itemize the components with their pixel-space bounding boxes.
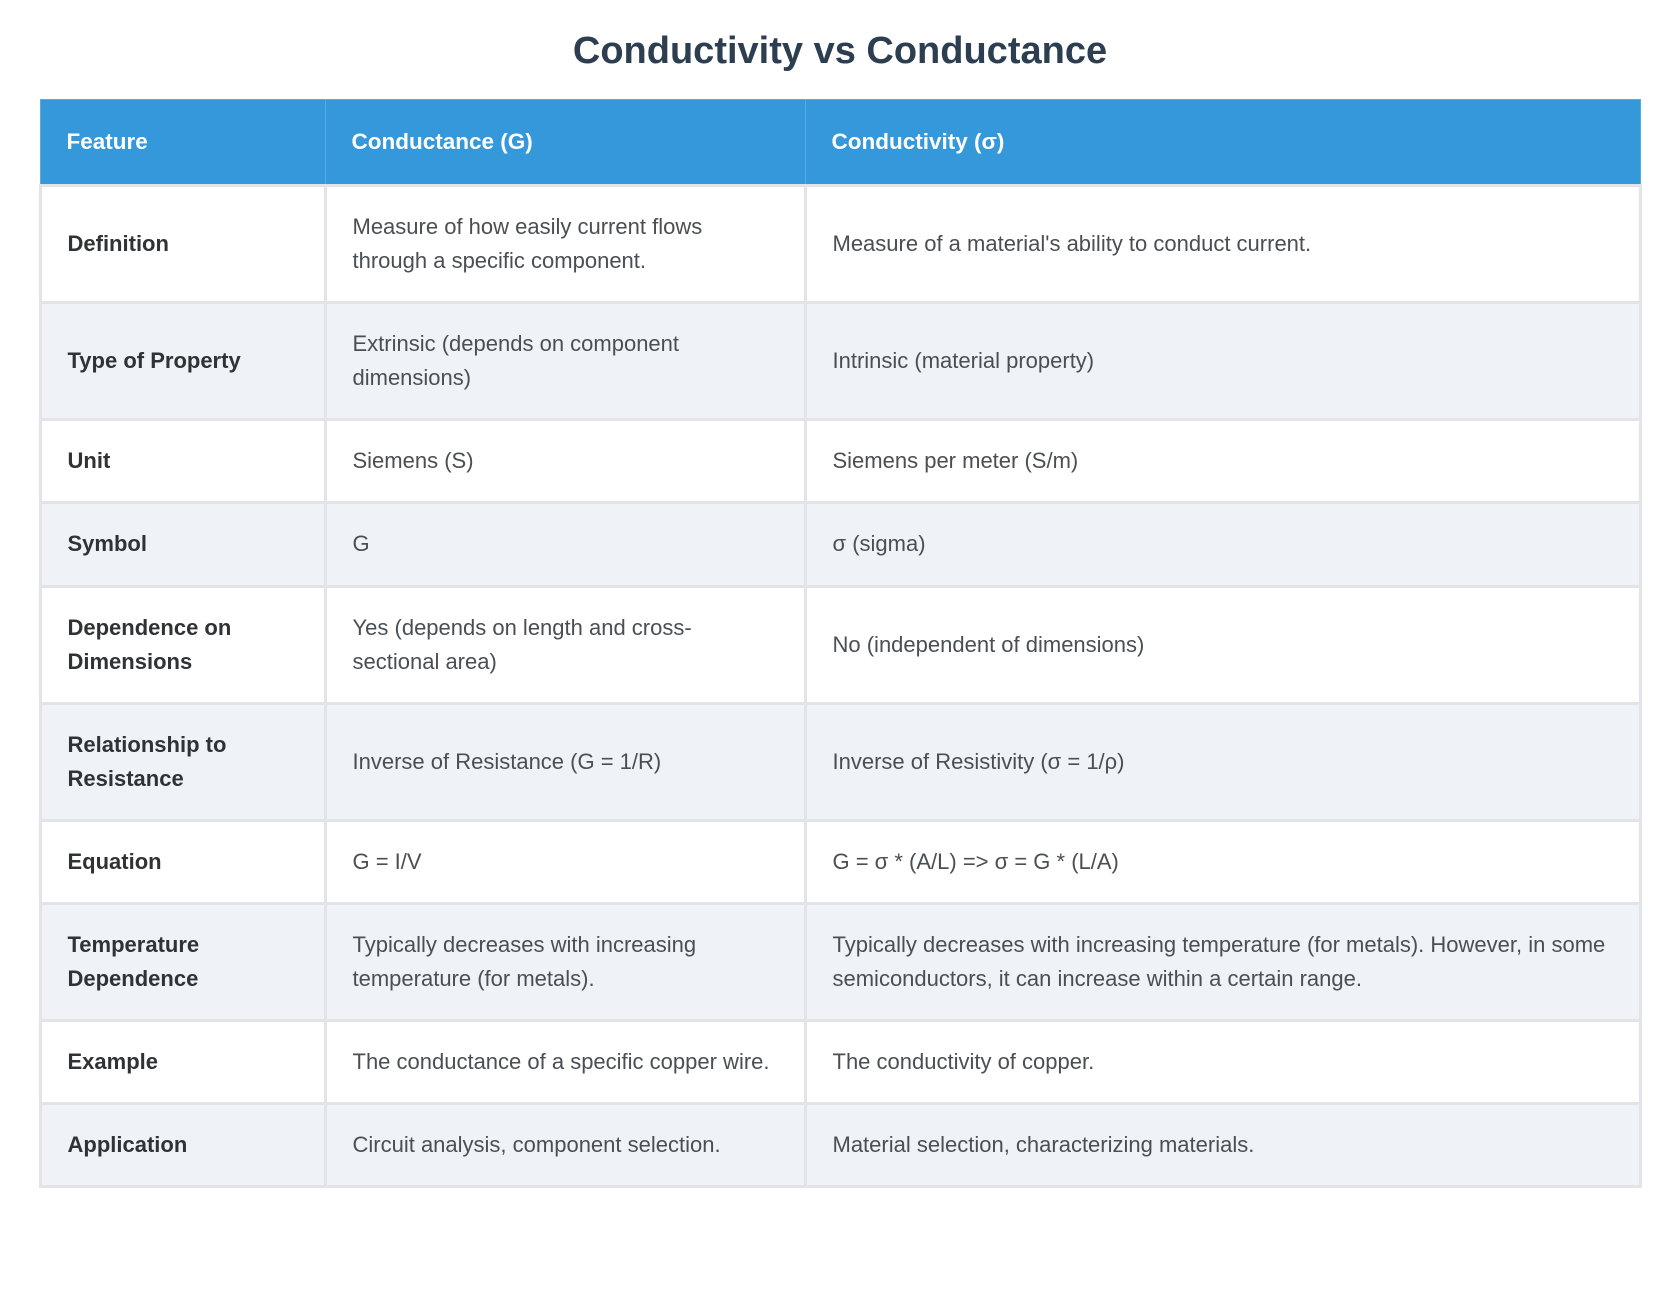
conductivity-cell: Material selection, characterizing mater… (803, 1102, 1642, 1189)
conductivity-cell: Siemens per meter (S/m) (803, 418, 1642, 505)
comparison-table: Feature Conductance (G) Conductivity (σ)… (38, 99, 1642, 1189)
table-row: Equation G = I/V G = σ * (A/L) => σ = G … (38, 818, 1642, 906)
feature-cell: Temperature Dependence (38, 902, 327, 1023)
conductance-cell: Circuit analysis, component selection. (323, 1102, 807, 1189)
conductivity-cell: G = σ * (A/L) => σ = G * (L/A) (803, 818, 1642, 906)
conductance-cell: G (323, 501, 807, 588)
feature-cell: Type of Property (38, 301, 327, 422)
table-row: Definition Measure of how easily current… (38, 183, 1642, 305)
conductance-cell: G = I/V (323, 818, 807, 906)
feature-cell: Definition (38, 183, 327, 305)
conductivity-cell: No (independent of dimensions) (803, 584, 1642, 705)
header-row: Feature Conductance (G) Conductivity (σ) (39, 99, 1641, 186)
conductance-cell: Typically decreases with increasing temp… (323, 902, 807, 1023)
column-header-conductivity: Conductivity (σ) (804, 99, 1641, 186)
table-row: Dependence on Dimensions Yes (depends on… (38, 584, 1642, 705)
table-row: Type of Property Extrinsic (depends on c… (38, 301, 1642, 422)
page-title: Conductivity vs Conductance (572, 30, 1108, 72)
feature-cell: Relationship to Resistance (38, 701, 327, 822)
feature-cell: Example (38, 1019, 327, 1106)
feature-cell: Equation (38, 818, 327, 906)
conductance-cell: Siemens (S) (323, 418, 807, 505)
table-row: Symbol G σ (sigma) (38, 501, 1642, 588)
feature-cell: Application (38, 1102, 327, 1189)
feature-cell: Symbol (38, 501, 327, 588)
table-row: Unit Siemens (S) Siemens per meter (S/m) (38, 418, 1642, 505)
conductance-cell: Measure of how easily current flows thro… (323, 183, 807, 305)
conductivity-cell: Typically decreases with increasing temp… (803, 902, 1642, 1023)
conductance-cell: Yes (depends on length and cross-section… (323, 584, 807, 705)
conductivity-cell: σ (sigma) (803, 501, 1642, 588)
column-header-feature: Feature (39, 99, 326, 186)
table-row: Application Circuit analysis, component … (38, 1102, 1642, 1189)
conductivity-cell: The conductivity of copper. (803, 1019, 1642, 1106)
column-header-conductance: Conductance (G) (324, 99, 806, 186)
table-row: Example The conductance of a specific co… (38, 1019, 1642, 1106)
table-row: Temperature Dependence Typically decreas… (38, 902, 1642, 1023)
conductivity-cell: Intrinsic (material property) (803, 301, 1642, 422)
feature-cell: Dependence on Dimensions (38, 584, 327, 705)
feature-cell: Unit (38, 418, 327, 505)
conductivity-cell: Inverse of Resistivity (σ = 1/ρ) (803, 701, 1642, 822)
conductivity-cell: Measure of a material's ability to condu… (803, 183, 1642, 305)
conductance-cell: Inverse of Resistance (G = 1/R) (323, 701, 807, 822)
conductance-cell: Extrinsic (depends on component dimensio… (323, 301, 807, 422)
conductance-cell: The conductance of a specific copper wir… (323, 1019, 807, 1106)
table-row: Relationship to Resistance Inverse of Re… (38, 701, 1642, 822)
